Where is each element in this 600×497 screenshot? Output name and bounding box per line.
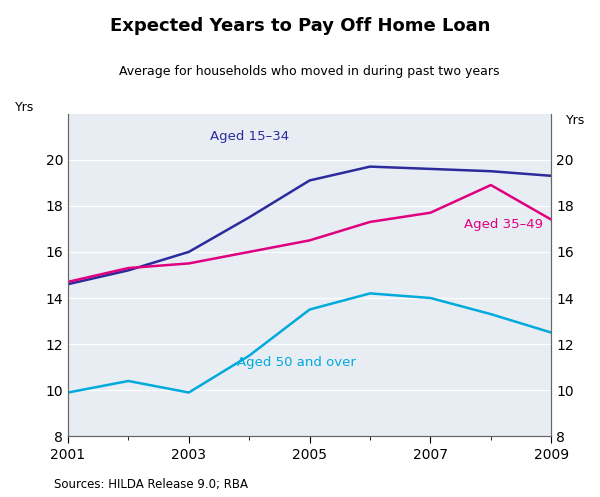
Title: Average for households who moved in during past two years: Average for households who moved in duri… bbox=[119, 65, 500, 78]
Text: Sources: HILDA Release 9.0; RBA: Sources: HILDA Release 9.0; RBA bbox=[54, 478, 248, 491]
Text: Aged 15–34: Aged 15–34 bbox=[209, 130, 289, 143]
Text: Aged 50 and over: Aged 50 and over bbox=[237, 356, 356, 369]
Y-axis label: Yrs: Yrs bbox=[15, 100, 34, 114]
Y-axis label: Yrs: Yrs bbox=[566, 114, 585, 127]
Text: Aged 35–49: Aged 35–49 bbox=[464, 218, 542, 231]
Text: Expected Years to Pay Off Home Loan: Expected Years to Pay Off Home Loan bbox=[110, 17, 490, 35]
